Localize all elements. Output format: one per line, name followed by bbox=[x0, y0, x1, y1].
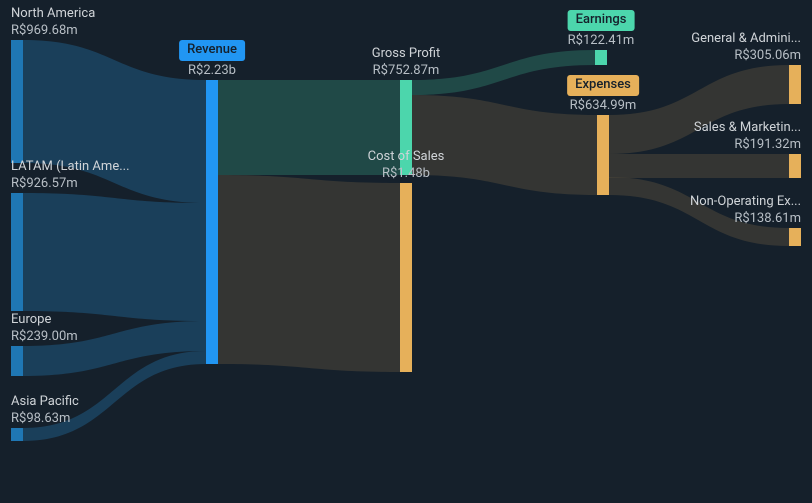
sankey-link bbox=[412, 50, 595, 95]
sankey-node-north_america[interactable] bbox=[11, 40, 23, 163]
sankey-node-non_operating[interactable] bbox=[789, 228, 801, 246]
sankey-node-latam[interactable] bbox=[11, 193, 23, 311]
sankey-node-europe[interactable] bbox=[11, 346, 23, 376]
sankey-link bbox=[218, 175, 400, 372]
sankey-node-expenses[interactable] bbox=[597, 115, 609, 195]
sankey-chart bbox=[0, 0, 812, 503]
sankey-link bbox=[23, 193, 206, 321]
sankey-link bbox=[609, 177, 789, 246]
sankey-link bbox=[609, 154, 789, 178]
sankey-node-revenue[interactable] bbox=[206, 80, 218, 364]
sankey-node-general_admin[interactable] bbox=[789, 65, 801, 104]
sankey-node-sales_marketing[interactable] bbox=[789, 154, 801, 178]
sankey-node-earnings[interactable] bbox=[595, 50, 607, 65]
sankey-link bbox=[218, 80, 400, 175]
sankey-node-gross_profit[interactable] bbox=[400, 80, 412, 175]
sankey-node-asia_pacific[interactable] bbox=[11, 428, 23, 441]
sankey-link bbox=[609, 65, 789, 154]
sankey-link bbox=[23, 40, 206, 203]
sankey-link bbox=[23, 321, 206, 376]
sankey-link bbox=[412, 95, 597, 195]
sankey-node-cost_of_sales[interactable] bbox=[400, 183, 412, 372]
